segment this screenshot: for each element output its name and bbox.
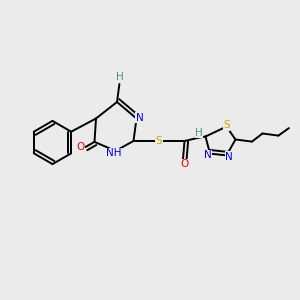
Text: H: H <box>195 128 203 138</box>
Text: N: N <box>225 152 233 162</box>
Text: N: N <box>136 113 143 123</box>
Text: N: N <box>204 150 212 160</box>
Text: H: H <box>116 71 123 82</box>
Text: O: O <box>76 142 84 152</box>
Text: S: S <box>156 136 162 146</box>
Text: NH: NH <box>106 148 122 158</box>
Text: S: S <box>223 120 230 130</box>
Text: O: O <box>180 159 189 170</box>
